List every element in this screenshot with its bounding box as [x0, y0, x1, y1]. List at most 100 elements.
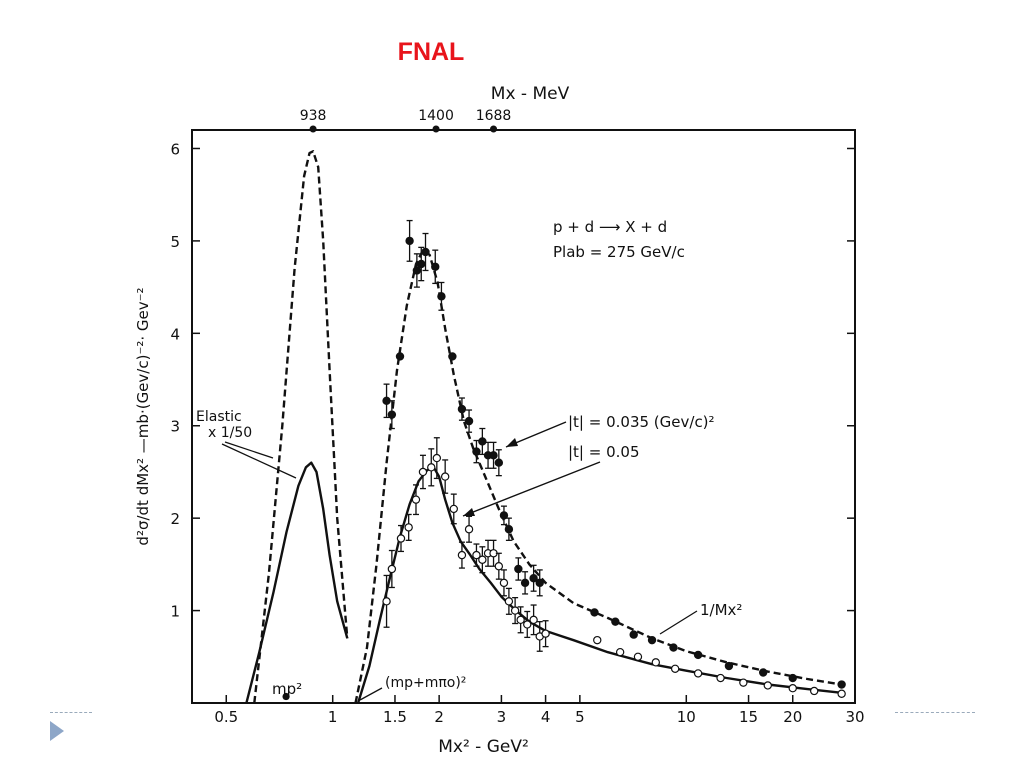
x-tick-label: 20 — [783, 708, 802, 726]
point-open — [788, 684, 797, 693]
point-open — [427, 463, 436, 472]
point-open — [615, 647, 625, 657]
point-open — [499, 578, 509, 588]
threshold-arrow — [359, 687, 383, 701]
threshold-label: (mp+mπo)² — [385, 675, 466, 691]
point-open — [411, 495, 421, 504]
top-marker-label: 1688 — [476, 108, 512, 124]
curve-t035-curve — [354, 248, 842, 704]
inverse-label: 1/Mx² — [700, 601, 742, 619]
point-open — [494, 562, 504, 571]
t05-arrowhead — [463, 508, 475, 516]
y-tick-label: 3 — [170, 418, 180, 436]
point-filled — [837, 680, 846, 689]
elastic-arrow — [221, 443, 297, 479]
x-axis-title: Mx² - GeV² — [438, 737, 529, 757]
point-open — [670, 664, 680, 674]
point-filled — [499, 511, 509, 520]
t035-label: |t| = 0.035 (Gev/c)² — [568, 413, 715, 431]
point-open — [529, 615, 538, 625]
point-open — [651, 658, 661, 667]
point-filled — [494, 458, 504, 467]
x-tick-label: 1 — [328, 708, 338, 726]
point-filled — [478, 437, 487, 446]
triangle-right-icon[interactable] — [50, 721, 64, 741]
top-marker-dot — [490, 125, 498, 133]
point-filled — [504, 525, 514, 534]
point-filled — [724, 661, 734, 671]
t05-label: |t| = 0.05 — [568, 443, 640, 461]
mp2-label: mp² — [272, 680, 302, 698]
point-filled — [457, 404, 467, 414]
y-tick-label: 6 — [170, 140, 180, 158]
elastic-label: Elastic — [196, 409, 242, 425]
point-open — [457, 550, 467, 560]
y-axis: 1 2 3 4 5 6 d²σ/dt dMx² —mb·(Gev/c)⁻²· Gev⁻² — [134, 140, 855, 621]
x-tick-label: 4 — [541, 708, 551, 726]
y-tick-label: 2 — [170, 510, 180, 528]
elastic-scale-label: x 1/50 — [208, 425, 252, 441]
point-filled — [693, 650, 703, 660]
point-filled — [417, 259, 426, 269]
point-filled — [395, 352, 405, 361]
point-open — [763, 681, 772, 690]
point-filled — [611, 617, 620, 626]
point-filled — [431, 262, 440, 271]
point-open — [593, 635, 602, 645]
point-filled — [464, 416, 474, 426]
top-marker-dot — [432, 125, 440, 133]
point-open — [693, 669, 703, 678]
data-points — [382, 219, 846, 698]
reaction-label: p + d ⟶ X + d — [553, 218, 667, 236]
point-open — [510, 606, 520, 615]
plot-frame — [191, 129, 856, 704]
point-open — [404, 523, 413, 532]
point-open — [523, 620, 532, 629]
point-filled — [529, 574, 538, 583]
point-filled — [520, 578, 530, 588]
point-open — [633, 652, 643, 661]
point-open — [541, 629, 550, 638]
point-open — [382, 597, 391, 606]
elastic-arrow — [224, 441, 274, 459]
point-open — [472, 550, 481, 560]
top-axis: Mx - MeV 938 1400 1688 — [300, 84, 570, 133]
x-tick-label: 10 — [677, 708, 696, 726]
top-marker-label: 1400 — [418, 108, 454, 124]
x-tick-label: 0.5 — [214, 708, 238, 726]
x-tick-label: 2 — [434, 708, 444, 726]
point-open — [449, 504, 458, 514]
point-filled — [647, 635, 657, 645]
footer-divider-right — [895, 712, 975, 713]
point-open — [478, 555, 487, 564]
curve-elastic-dashed — [253, 150, 349, 704]
inverse-arrow — [659, 610, 698, 635]
y-tick-label: 4 — [170, 325, 180, 343]
point-filled — [421, 247, 430, 257]
x-tick-label: 5 — [575, 708, 585, 726]
footer-divider-left — [50, 712, 92, 713]
plab-label: Plab = 275 GeV/c — [553, 243, 685, 261]
point-filled — [472, 447, 481, 456]
point-filled — [489, 451, 498, 460]
curve-elastic-solid — [245, 461, 349, 704]
top-marker-dot — [309, 125, 317, 133]
point-open — [418, 467, 428, 477]
curve-t05-curve — [356, 466, 842, 704]
point-open — [432, 453, 442, 463]
plot-border — [191, 129, 856, 704]
point-filled — [758, 668, 768, 677]
point-filled — [514, 564, 523, 574]
y-tick-label: 5 — [170, 233, 180, 251]
x-tick-label: 15 — [739, 708, 758, 726]
top-marker-label: 938 — [300, 108, 327, 124]
top-axis-title: Mx - MeV — [491, 84, 570, 104]
y-axis-title: d²σ/dt dMx² —mb·(Gev/c)⁻²· Gev⁻² — [134, 287, 152, 545]
point-open — [396, 534, 406, 543]
point-open — [464, 525, 474, 534]
point-open — [716, 673, 725, 683]
x-tick-label: 1.5 — [383, 708, 407, 726]
